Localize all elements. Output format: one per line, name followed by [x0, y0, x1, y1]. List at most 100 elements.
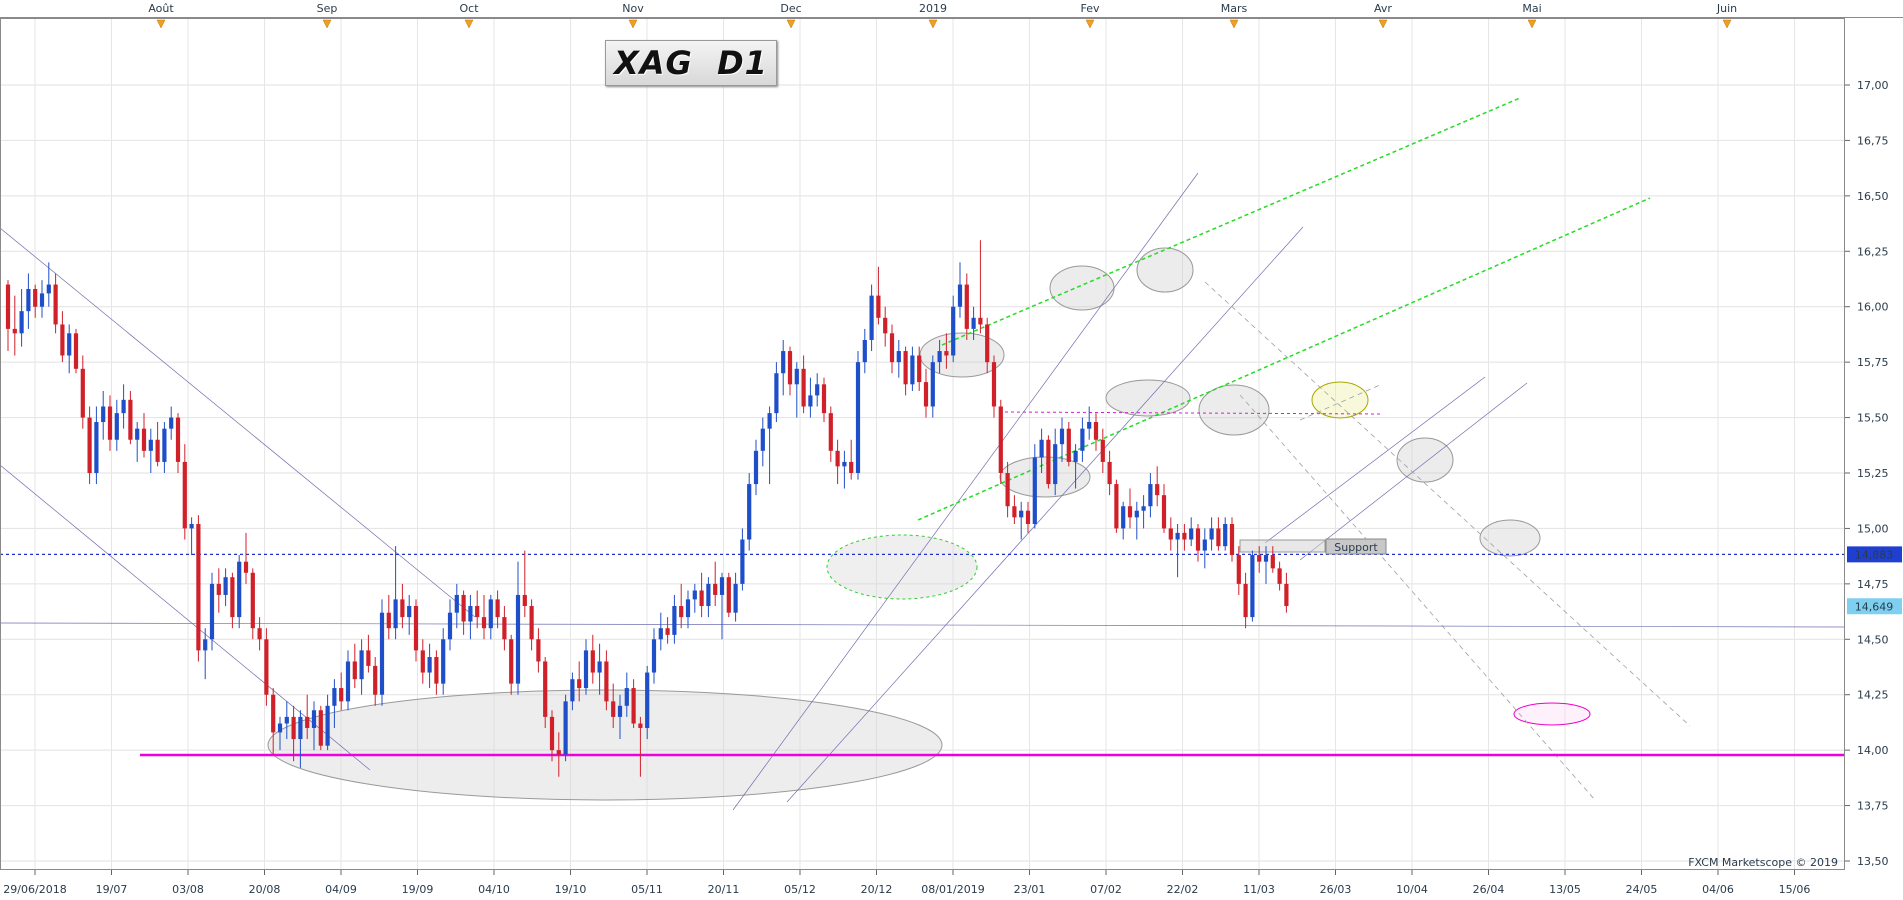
candle-down: [529, 606, 534, 640]
candle-down: [590, 650, 595, 673]
x-tick-label: 20/12: [861, 883, 893, 896]
candle-up: [101, 406, 106, 423]
candle-up: [67, 333, 72, 356]
candle-up: [1053, 444, 1058, 485]
candle-down: [257, 628, 262, 640]
candle-up: [447, 612, 453, 640]
candle-down: [1195, 528, 1201, 551]
month-marker-icon: [786, 19, 796, 29]
candle-down: [985, 324, 990, 363]
candle-up: [862, 339, 867, 363]
candle-down: [1155, 484, 1160, 496]
candle-down: [821, 384, 827, 414]
candle-down: [128, 399, 133, 440]
support-label-box: [1325, 538, 1387, 555]
candle-up: [26, 288, 31, 312]
y-tick-label: 15,00: [1857, 522, 1889, 535]
candle-up: [1121, 506, 1126, 529]
candle-up: [808, 395, 813, 407]
candle-up: [1148, 484, 1153, 507]
candle-down: [699, 590, 704, 607]
symbol-title-box: XAG D1: [605, 40, 777, 86]
candle-down: [631, 688, 636, 724]
candle-down: [923, 382, 929, 407]
y-tick-label: 17,00: [1857, 79, 1889, 92]
candle-up: [427, 657, 432, 673]
candle-up: [570, 679, 575, 702]
trendline: [786, 226, 1304, 803]
candle-up: [719, 577, 725, 595]
candle-down: [366, 650, 371, 666]
candle-down: [917, 355, 922, 383]
month-label: Dec: [780, 2, 801, 15]
month-marker-icon: [156, 19, 166, 29]
x-tick-label: 19/07: [96, 883, 128, 896]
candle-down: [1270, 555, 1275, 569]
candle-up: [1087, 422, 1092, 429]
candle-down: [495, 599, 500, 618]
candle-up: [951, 306, 956, 356]
candle-up: [515, 594, 521, 684]
month-marker-icon: [464, 19, 474, 29]
price-tag-label: 14,649: [1855, 600, 1894, 613]
candle-up: [169, 417, 174, 429]
candle-up: [597, 661, 602, 673]
candle-down: [1243, 583, 1248, 618]
ellipse-breakout: [826, 534, 978, 600]
candle-down: [1161, 495, 1167, 529]
candle-down: [998, 406, 1003, 473]
candle-down: [849, 461, 854, 473]
ellipse-annotation: [1105, 379, 1191, 417]
x-tick-label: 05/12: [784, 883, 816, 896]
candle-down: [543, 661, 548, 717]
y-tick-label: 15,50: [1857, 412, 1889, 425]
candle-down: [1114, 484, 1119, 529]
candle-down: [481, 617, 487, 629]
candle-up: [488, 599, 493, 629]
candle-up: [94, 422, 99, 473]
candle-up: [284, 716, 289, 724]
candle-up: [672, 606, 677, 635]
month-marker-icon: [628, 19, 638, 29]
candle-up: [624, 688, 629, 706]
candle-up: [685, 599, 691, 618]
candle-down: [87, 417, 92, 473]
x-tick-label: 26/03: [1320, 883, 1352, 896]
candle-down: [502, 617, 507, 640]
candle-up: [1032, 457, 1037, 524]
candle-down: [141, 428, 147, 451]
candle-down: [216, 583, 221, 595]
support-box: [1239, 539, 1326, 553]
x-tick-label: 10/04: [1396, 883, 1428, 896]
candle-up: [135, 428, 140, 440]
y-tick-label: 14,50: [1857, 633, 1889, 646]
candle-down: [787, 351, 793, 385]
month-label: Mars: [1221, 2, 1248, 15]
candle-down: [182, 461, 187, 529]
candle-down: [5, 284, 11, 329]
candle-up: [774, 373, 779, 414]
channel-line-green: [917, 197, 1651, 521]
candle-down: [522, 594, 527, 607]
x-tick-label: 08/01/2019: [921, 883, 984, 896]
candle-up: [441, 639, 446, 684]
x-tick-label: 15/06: [1779, 883, 1811, 896]
candle-up: [379, 612, 385, 695]
candle-up: [869, 295, 874, 340]
candle-down: [638, 723, 643, 728]
candle-up: [19, 311, 24, 334]
candle-up: [209, 583, 215, 640]
candle-down: [944, 351, 949, 356]
x-tick-label: 03/08: [172, 883, 204, 896]
month-marker-icon: [322, 19, 332, 29]
x-tick-label: 22/02: [1167, 883, 1199, 896]
candle-up: [393, 599, 398, 629]
x-tick-label: 05/11: [631, 883, 663, 896]
candle-down: [536, 639, 541, 662]
candle-up: [760, 428, 765, 451]
candle-up: [1134, 510, 1139, 518]
candle-down: [318, 710, 323, 746]
